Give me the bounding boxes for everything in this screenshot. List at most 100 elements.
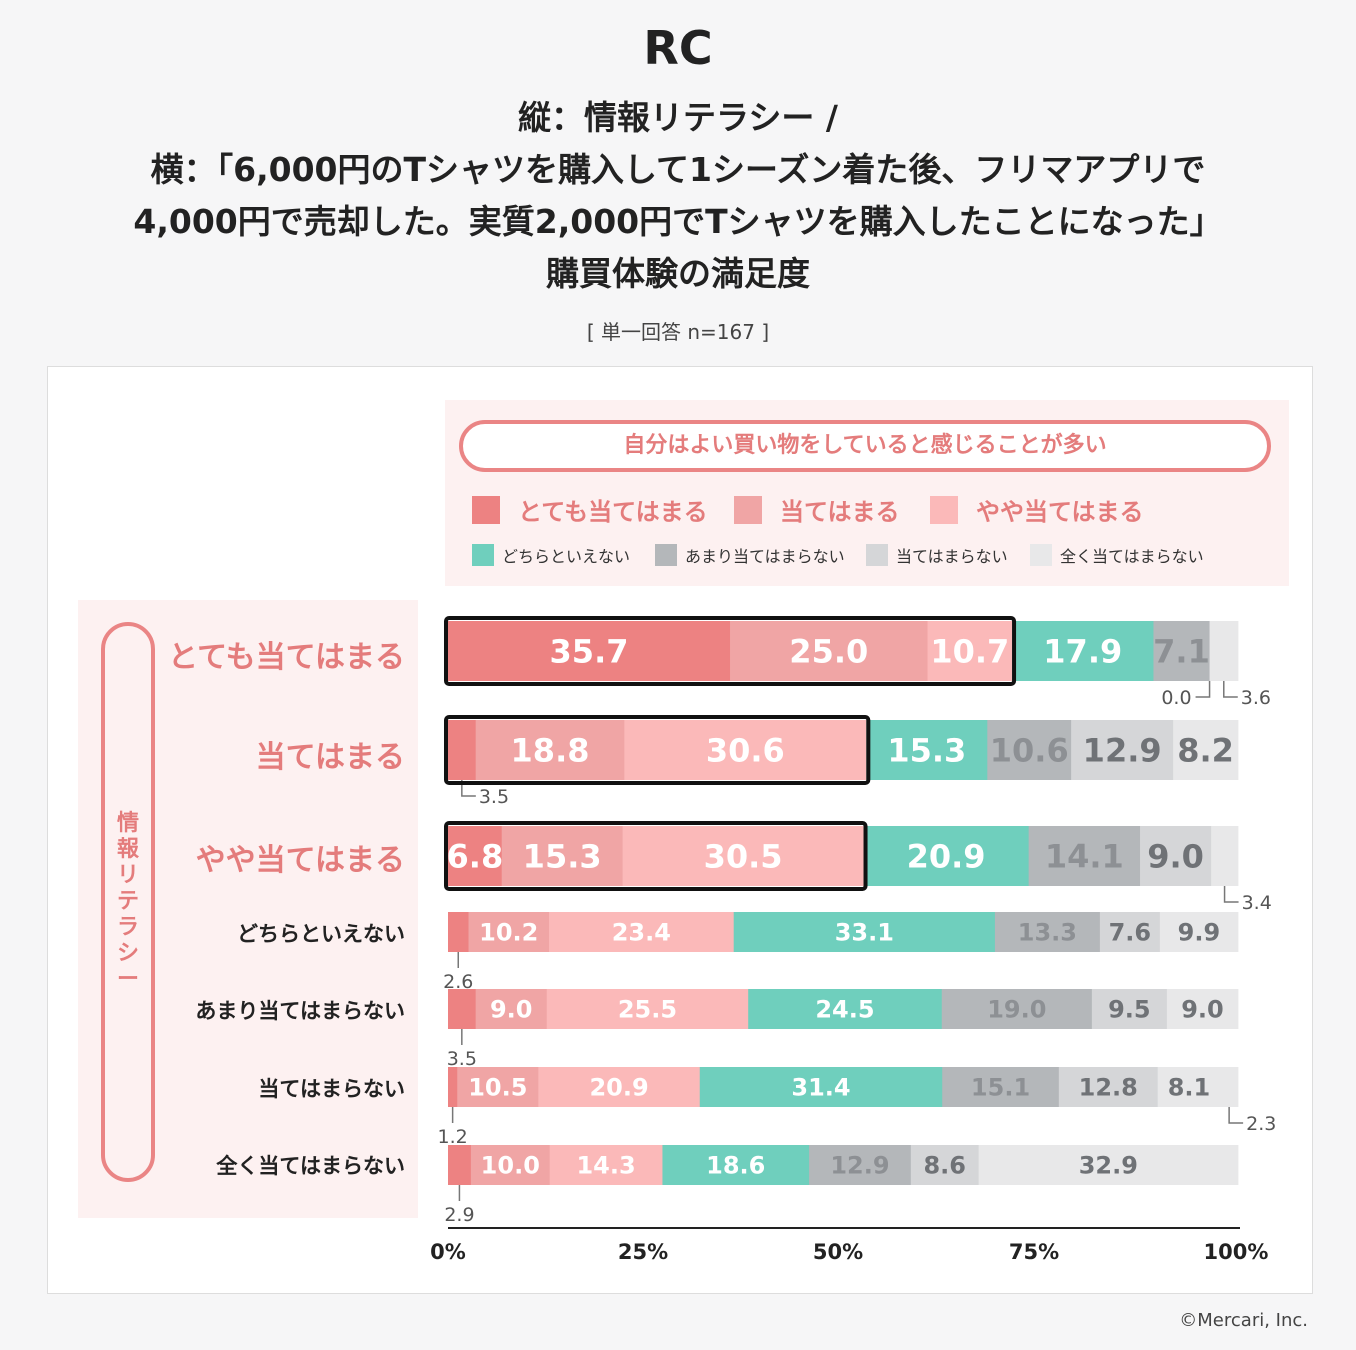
legend-swatch bbox=[930, 495, 958, 524]
bar-segment bbox=[1140, 826, 1212, 886]
data-label: 9.9 bbox=[1178, 919, 1221, 947]
callout-label: 2.3 bbox=[1246, 1113, 1276, 1135]
bar-segment bbox=[1153, 621, 1210, 681]
legend-label: あまり当てはまらない bbox=[685, 547, 845, 566]
data-label: 8.6 bbox=[923, 1152, 966, 1180]
callout-label: 2.6 bbox=[443, 971, 473, 993]
data-label: 25.0 bbox=[789, 633, 868, 671]
legend-swatch bbox=[1030, 544, 1052, 566]
row-label-not-at-all: 全く当てはまらない bbox=[216, 1154, 405, 1178]
legend-swatch bbox=[472, 495, 500, 524]
bar-segment bbox=[866, 720, 988, 780]
legend-item-very: とても当てはまる bbox=[472, 492, 708, 527]
data-label: 9.0 bbox=[1181, 996, 1224, 1024]
bar-segment bbox=[448, 1145, 472, 1185]
data-label: 9.5 bbox=[1108, 996, 1151, 1024]
data-label: 17.9 bbox=[1043, 633, 1122, 671]
bar-segment bbox=[1028, 826, 1141, 886]
data-label: 20.9 bbox=[589, 1074, 648, 1102]
y-axis-title-char: 情 bbox=[116, 811, 139, 836]
bar-segment bbox=[1166, 989, 1239, 1029]
data-label: 35.7 bbox=[550, 633, 629, 671]
bar-segment bbox=[501, 826, 623, 886]
bar-segment bbox=[468, 912, 550, 952]
data-label: 7.6 bbox=[1109, 919, 1152, 947]
y-axis-title-char: シ bbox=[116, 941, 139, 966]
data-label: 19.0 bbox=[987, 996, 1046, 1024]
bar-segment bbox=[809, 1145, 912, 1185]
bar-segment bbox=[448, 826, 503, 886]
legend-item-not-at-all: 全く当てはまらない bbox=[1030, 543, 1204, 567]
data-label: 10.5 bbox=[468, 1074, 527, 1102]
y-axis-title-char: テ bbox=[116, 889, 139, 914]
bar-segment bbox=[457, 1067, 539, 1107]
callout-label: 2.9 bbox=[444, 1204, 474, 1226]
chart-title: 縦：情報リテラシー / 横：「6,000円のTシャツを購入して1シーズン着た後、… bbox=[0, 92, 1356, 300]
data-label: 14.1 bbox=[1045, 838, 1124, 876]
data-label: 12.9 bbox=[830, 1152, 889, 1180]
callout-label: 3.4 bbox=[1242, 892, 1272, 914]
bar-segment bbox=[448, 720, 477, 780]
callout-line bbox=[1195, 681, 1211, 698]
bar-segment bbox=[549, 1145, 663, 1185]
callout-label: 3.5 bbox=[447, 1048, 477, 1070]
data-label: 13.3 bbox=[1018, 919, 1077, 947]
x-tick-50: 50% bbox=[812, 1240, 864, 1264]
legend-question: 自分はよい買い物をしていると感じることが多い bbox=[459, 420, 1271, 472]
data-label: 24.5 bbox=[815, 996, 874, 1024]
bar-segment bbox=[978, 1145, 1239, 1185]
bar-segment bbox=[549, 912, 735, 952]
bar-segment bbox=[1012, 621, 1154, 681]
row-label-agree: 当てはまる bbox=[255, 740, 405, 775]
bar-segment bbox=[1159, 912, 1239, 952]
highlight-outline bbox=[444, 715, 871, 785]
data-label: 9.0 bbox=[490, 996, 533, 1024]
highlight-outline bbox=[444, 821, 868, 891]
bar-segment bbox=[448, 912, 469, 952]
legend-label: どちらといえない bbox=[502, 547, 631, 566]
data-label: 10.7 bbox=[930, 633, 1009, 671]
row-label-very: とても当てはまる bbox=[168, 640, 405, 675]
bar-segment bbox=[624, 720, 867, 780]
legend-item-somewhat: やや当てはまる bbox=[930, 492, 1144, 527]
data-label: 33.1 bbox=[835, 919, 894, 947]
y-axis-title-char: ラ bbox=[116, 915, 139, 940]
row-label-somewhat: やや当てはまる bbox=[195, 843, 405, 878]
row-label-neutral: どちらといえない bbox=[237, 922, 405, 946]
y-axis-title-char: ー bbox=[116, 967, 139, 992]
title-line-4: 購買体験の満足度 bbox=[546, 254, 810, 293]
legend-swatch bbox=[866, 544, 888, 566]
bar-segment bbox=[448, 1067, 458, 1107]
callout-line bbox=[1228, 1107, 1244, 1124]
bar-segment bbox=[699, 1067, 943, 1107]
data-label: 18.8 bbox=[511, 732, 590, 770]
data-label: 12.8 bbox=[1079, 1074, 1138, 1102]
callout-label: 0.0 bbox=[1161, 687, 1191, 709]
row-label-box bbox=[78, 600, 418, 1218]
callout-label: 1.2 bbox=[438, 1126, 468, 1148]
bar-segment bbox=[927, 621, 1013, 681]
bar-segment bbox=[1220, 1067, 1239, 1107]
row-label-not-much: あまり当てはまらない bbox=[195, 999, 405, 1023]
highlight-outline bbox=[444, 616, 1017, 686]
data-label: 9.0 bbox=[1147, 838, 1204, 876]
bar-segment bbox=[448, 621, 731, 681]
bar-segment bbox=[1209, 621, 1239, 681]
bar-segment bbox=[1157, 1067, 1221, 1107]
legend-item-neutral: どちらといえない bbox=[472, 543, 630, 567]
bar-segment bbox=[662, 1145, 810, 1185]
legend-swatch bbox=[655, 544, 677, 566]
bar-segment bbox=[1058, 1067, 1159, 1107]
title-line-3: 4,000円で売却した。実質2,000円でTシャツを購入したことになった」 bbox=[133, 202, 1223, 241]
data-label: 8.1 bbox=[1168, 1074, 1211, 1102]
bar-segment bbox=[941, 989, 1093, 1029]
data-label: 8.2 bbox=[1177, 732, 1234, 770]
data-label: 31.4 bbox=[791, 1074, 850, 1102]
callout-label: 3.5 bbox=[479, 786, 509, 808]
bar-segment bbox=[470, 1145, 551, 1185]
bar-segment bbox=[994, 912, 1101, 952]
data-label: 30.5 bbox=[704, 838, 783, 876]
bar-segment bbox=[475, 720, 625, 780]
title-line-2: 横：「6,000円のTシャツを購入して1シーズン着た後、フリマアプリで bbox=[150, 150, 1206, 189]
